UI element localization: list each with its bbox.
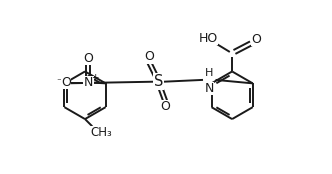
Text: O: O <box>61 76 71 89</box>
Text: +: + <box>91 73 99 82</box>
Text: S: S <box>154 74 163 89</box>
Text: O: O <box>252 33 262 46</box>
Text: N: N <box>204 82 214 94</box>
Text: N: N <box>84 76 93 89</box>
Text: H: H <box>205 68 213 78</box>
Text: HO: HO <box>198 32 217 45</box>
Text: CH₃: CH₃ <box>91 126 113 139</box>
Text: ⁻: ⁻ <box>56 78 62 88</box>
Text: O: O <box>160 100 170 113</box>
Text: O: O <box>83 52 93 65</box>
Text: O: O <box>144 50 154 63</box>
